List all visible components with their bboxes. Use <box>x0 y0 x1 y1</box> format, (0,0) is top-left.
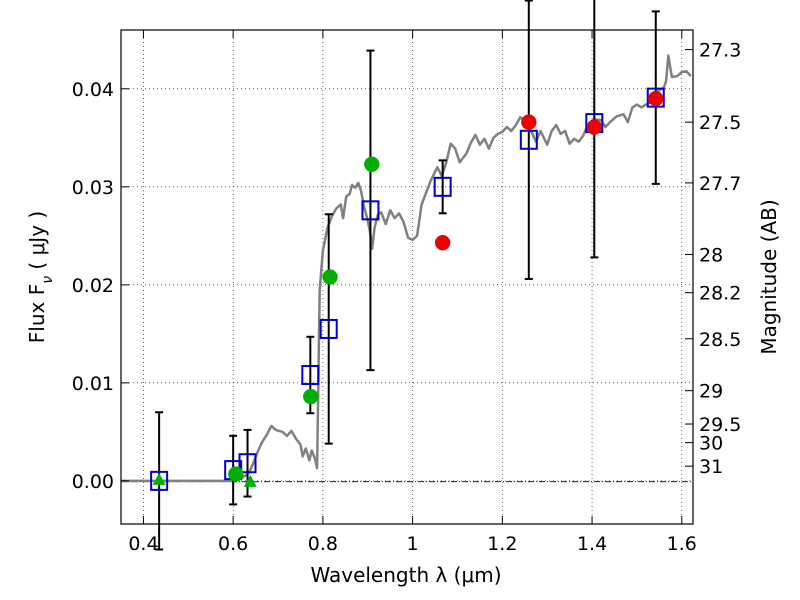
right-tick-label: 27.3 <box>699 40 741 62</box>
right-tick-label: 27.5 <box>699 112 741 134</box>
triangle-marker <box>243 474 257 487</box>
right-tick-label: 28 <box>699 244 723 266</box>
square-markers <box>150 87 665 491</box>
x-tick-label: 0.8 <box>308 533 338 555</box>
right-tick-label: 28.5 <box>699 329 741 351</box>
square-marker <box>433 176 452 197</box>
square-marker <box>301 365 320 386</box>
plot-frame <box>120 29 694 525</box>
circle-marker <box>586 119 603 135</box>
circle-marker <box>303 388 319 405</box>
right-tick-label: 29 <box>699 381 723 403</box>
circle-marker <box>434 234 451 251</box>
right-tick-label: 30 <box>699 433 723 455</box>
spectrum-line <box>121 54 692 483</box>
square-marker <box>361 200 380 221</box>
circle-marker <box>364 156 380 173</box>
circle-marker <box>228 466 244 482</box>
photometry-points <box>150 0 665 551</box>
y-tick-label: 0.03 <box>72 177 114 199</box>
x-axis-title: Wavelength λ (μm) <box>310 563 501 587</box>
square-marker <box>519 129 538 150</box>
x-axis-ticks: 0.4 0.6 0.8 1 1.2 1.4 1.6 <box>128 30 697 555</box>
square-marker <box>319 318 338 339</box>
x-tick-label: 0.4 <box>128 533 158 555</box>
triangle-marker <box>152 472 166 485</box>
circle-marker <box>521 114 537 130</box>
x-tick-label: 1.2 <box>487 533 517 555</box>
filled-markers <box>152 90 664 487</box>
square-marker <box>646 87 665 108</box>
right-tick-label: 29.5 <box>699 414 741 436</box>
right-tick-label: 27.7 <box>699 173 741 195</box>
x-tick-label: 1.6 <box>667 533 697 555</box>
x-tick-label: 1 <box>407 533 419 555</box>
y-tick-label: 0.04 <box>72 79 114 101</box>
y-tick-label: 0.01 <box>72 373 114 395</box>
square-marker <box>150 470 169 491</box>
circle-marker <box>648 90 664 107</box>
model-spectrum <box>121 54 692 483</box>
x-tick-label: 1.4 <box>577 533 607 555</box>
y-tick-label: 0.02 <box>72 275 114 297</box>
plot-area <box>121 30 693 524</box>
square-marker <box>238 453 257 474</box>
right-axis-title: Magnitude (AB) <box>757 199 781 354</box>
x-tick-label: 0.6 <box>218 533 248 555</box>
right-tick-label: 31 <box>699 456 723 478</box>
right-tick-label: 28.2 <box>699 283 741 305</box>
grid-lines <box>121 30 693 524</box>
circle-marker <box>322 269 338 285</box>
y-axis-title: Flux Fν ( μJy ) <box>25 211 56 343</box>
y-axis-ticks: 0.00 0.01 0.02 0.03 0.04 <box>72 79 129 493</box>
y-tick-label: 0.00 <box>72 471 114 493</box>
